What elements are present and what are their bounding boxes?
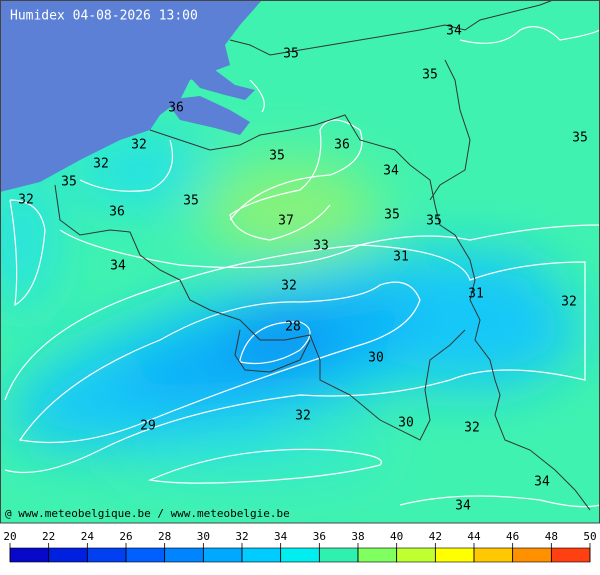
colorbar-segment <box>357 547 397 563</box>
contour-label: 35 <box>384 208 400 223</box>
contour-label: 35 <box>422 68 438 83</box>
contour-label: 31 <box>393 250 409 265</box>
colorbar-tick-label: 32 <box>235 530 248 543</box>
colorbar-tick-label: 24 <box>81 530 95 543</box>
contour-label: 35 <box>572 131 588 146</box>
estuary <box>165 70 255 135</box>
contour-label: 34 <box>534 475 550 490</box>
colorbar-tick-label: 36 <box>313 530 326 543</box>
field-shading <box>0 135 580 480</box>
contour-label: 35 <box>61 175 77 190</box>
contours <box>4 26 600 508</box>
credit: @ www.meteobelgique.be / www.meteobelgie… <box>5 507 290 520</box>
colorbar-segment <box>87 547 127 563</box>
contour-label: 32 <box>561 295 577 310</box>
colorbar-tick-label: 46 <box>506 530 519 543</box>
colorbar-segment <box>125 547 165 563</box>
contour-label: 32 <box>131 138 147 153</box>
contour-label: 32 <box>93 157 109 172</box>
contour-label: 36 <box>109 205 125 220</box>
contour-label: 32 <box>18 193 34 208</box>
colorbar-segment <box>396 547 436 563</box>
colorbar-tick-label: 26 <box>119 530 132 543</box>
colorbar-segment <box>48 547 88 563</box>
contour-label: 29 <box>140 419 156 434</box>
colorbar-tick-label: 34 <box>274 530 288 543</box>
contour-label: 30 <box>368 351 384 366</box>
sea <box>0 0 262 192</box>
colorbar-segment <box>319 547 359 563</box>
contour-label: 36 <box>334 138 350 153</box>
contour-label: 28 <box>285 320 301 335</box>
colorbar-segment <box>164 547 204 563</box>
contour-label: 34 <box>446 24 462 39</box>
contour-labels: 35 34 35 36 32 32 35 36 34 35 35 32 35 3… <box>18 24 588 514</box>
contour-label: 34 <box>383 164 399 179</box>
contour-label: 36 <box>168 101 184 116</box>
colorbar-segment <box>512 547 552 563</box>
colorbar-segment <box>280 547 320 563</box>
colorbar-segment <box>9 547 49 563</box>
colorbar-tick-label: 22 <box>42 530 55 543</box>
colorbar-segment <box>435 547 475 563</box>
colorbar-segment <box>551 547 591 563</box>
map: 35 34 35 36 32 32 35 36 34 35 35 32 35 3… <box>0 0 600 523</box>
borders <box>54 0 591 511</box>
contour-label: 35 <box>269 149 285 164</box>
colorbar: 20 22 24 26 28 30 32 34 36 38 40 42 44 46 48 50 <box>3 530 597 563</box>
contour-label: 33 <box>313 239 329 254</box>
contour-label: 35 <box>183 194 199 209</box>
contour-label: 34 <box>110 259 126 274</box>
colorbar-segment <box>241 547 281 563</box>
colorbar-tick-label: 48 <box>545 530 558 543</box>
contour-label: 37 <box>278 214 294 229</box>
contour-label: 31 <box>468 287 484 302</box>
contour-label: 30 <box>398 416 414 431</box>
colorbar-tick-label: 38 <box>351 530 364 543</box>
contour-label: 34 <box>455 499 471 514</box>
title: Humidex 04-08-2026 13:00 <box>10 9 198 24</box>
contour-label: 32 <box>281 279 297 294</box>
contour-label: 35 <box>283 47 299 62</box>
colorbar-segment <box>203 547 243 563</box>
contour-label: 32 <box>464 421 480 436</box>
colorbar-segment <box>473 547 513 563</box>
colorbar-tick-label: 28 <box>158 530 171 543</box>
colorbar-tick-label: 42 <box>429 530 442 543</box>
colorbar-tick-label: 20 <box>3 530 16 543</box>
colorbar-tick-label: 40 <box>390 530 403 543</box>
contour-label: 32 <box>295 409 311 424</box>
colorbar-tick-label: 30 <box>197 530 210 543</box>
colorbar-tick-label: 44 <box>467 530 481 543</box>
colorbar-tick-label: 50 <box>583 530 596 543</box>
contour-label: 35 <box>426 214 442 229</box>
